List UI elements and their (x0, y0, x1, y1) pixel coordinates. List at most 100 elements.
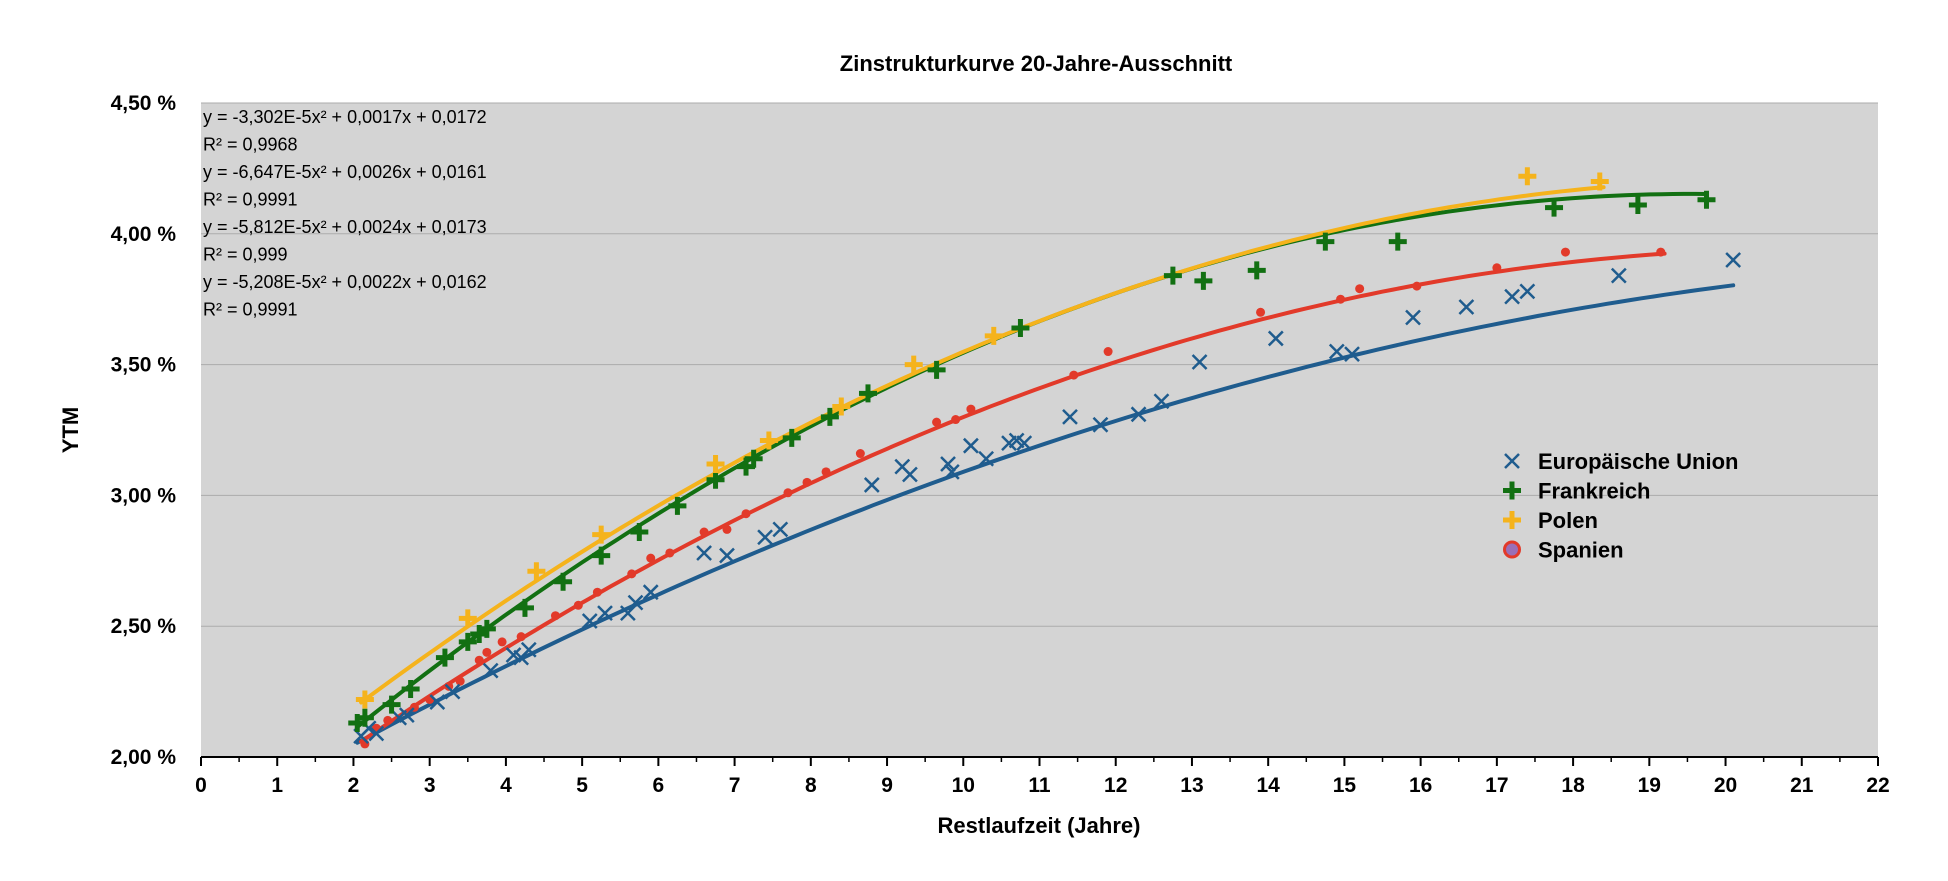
data-point (1328, 343, 1345, 360)
data-point (1697, 190, 1716, 209)
marker-dot (497, 637, 507, 647)
marker-x (1725, 252, 1742, 268)
data-point (482, 647, 492, 657)
x-tick-label: 20 (1714, 774, 1737, 797)
marker-dot (665, 548, 675, 558)
legend-marker-dot (1503, 540, 1521, 559)
data-point (984, 326, 1003, 345)
x-tick-label: 8 (805, 774, 817, 797)
marker-plus (1388, 232, 1407, 251)
marker-plus (382, 695, 401, 714)
marker-x (429, 694, 446, 710)
data-point (668, 496, 687, 515)
marker-x (642, 584, 659, 601)
marker-dot (627, 569, 637, 579)
marker-dot (482, 647, 492, 657)
data-point (1247, 261, 1266, 280)
data-point (455, 676, 465, 686)
data-point (904, 355, 923, 374)
trendline-equations: y = -3,302E-5x² + 0,0017x + 0,0172 R² = 0… (203, 107, 487, 320)
data-point (940, 456, 956, 472)
x-tick-label: 0 (195, 774, 207, 797)
data-point (1336, 294, 1346, 304)
marker-plus (401, 679, 420, 698)
x-tick-label: 4 (500, 774, 512, 797)
data-point (1092, 416, 1109, 433)
marker-plus (515, 598, 534, 617)
marker-dot (516, 632, 526, 642)
marker-plus (927, 360, 946, 379)
data-point (383, 715, 393, 725)
marker-x (1267, 330, 1284, 347)
marker-plus (1247, 261, 1266, 280)
marker-plus (592, 525, 611, 544)
marker-plus (668, 496, 687, 515)
data-point (759, 431, 778, 450)
x-axis: 0 1 2 3 4 5 6 7 8 9 10 11 12 13 14 15 16 17 18 19 20 21 22 (195, 756, 1890, 797)
marker-plus (1545, 198, 1564, 217)
x-tick-label: 3 (424, 774, 436, 797)
data-point (1062, 409, 1078, 425)
y-axis-label: YTM (58, 407, 83, 453)
data-point (757, 529, 773, 546)
marker-x (863, 477, 880, 493)
data-point (820, 407, 839, 426)
y-tick-label: 2,00 % (111, 746, 177, 769)
data-point (1103, 347, 1113, 357)
x-tick-label: 22 (1866, 774, 1889, 797)
marker-x (1610, 267, 1627, 284)
data-point (619, 605, 636, 622)
data-point (1130, 406, 1147, 423)
data-point (627, 569, 637, 579)
data-point (1518, 167, 1537, 186)
data-point (1628, 196, 1647, 215)
x-tick-label: 14 (1257, 774, 1281, 797)
y-axis: 2,00 % 2,50 % 3,00 % 3,50 % 4,00 % 4,50 % (111, 92, 177, 769)
y-tick-label: 3,50 % (111, 354, 177, 377)
marker-dot (722, 524, 732, 534)
chart-title: Zinstrukturkurve 20-Jahre-Ausschnitt (840, 51, 1233, 76)
marker-x (444, 683, 461, 700)
trendline-equation: R² = 0,9991 (203, 300, 298, 320)
marker-plus (592, 546, 611, 565)
marker-x (1458, 299, 1475, 315)
legend-marker-plus (1503, 481, 1521, 500)
data-point (696, 545, 712, 561)
data-points (348, 167, 1742, 749)
marker-dot (1103, 347, 1113, 357)
trendline-equation: R² = 0,999 (203, 245, 288, 265)
marker-plus (984, 326, 1003, 345)
data-point (858, 384, 877, 403)
data-point (772, 521, 789, 538)
marker-x (757, 529, 773, 546)
marker-x (1519, 283, 1536, 300)
data-point (497, 637, 507, 647)
marker-x (619, 605, 636, 622)
data-point (1405, 309, 1421, 326)
data-point (1388, 232, 1407, 251)
legend: Europäische Union Frankreich Polen Spanien (1503, 449, 1738, 563)
legend-marker-plus (1503, 511, 1521, 529)
marker-x (1191, 354, 1208, 370)
data-point (1725, 252, 1742, 268)
data-point (520, 641, 537, 658)
data-point (382, 695, 401, 714)
marker-plus (1011, 318, 1030, 337)
y-tick-label: 4,50 % (111, 92, 177, 115)
marker-x (696, 545, 712, 561)
data-point (474, 655, 484, 665)
marker-plus (744, 449, 763, 468)
marker-dot (550, 611, 560, 621)
data-point (592, 525, 611, 544)
data-point (783, 488, 793, 498)
marker-dot (1069, 370, 1079, 380)
trendline-equation: y = -5,208E-5x² + 0,0022x + 0,0162 (203, 272, 487, 292)
data-point (1316, 232, 1335, 251)
x-tick-label: 13 (1180, 774, 1203, 797)
data-point (627, 594, 644, 611)
marker-x (1344, 346, 1360, 363)
legend-label: Frankreich (1538, 479, 1651, 504)
marker-dot (1656, 247, 1666, 257)
marker-dot (474, 655, 484, 665)
x-tick-label: 15 (1333, 774, 1357, 797)
